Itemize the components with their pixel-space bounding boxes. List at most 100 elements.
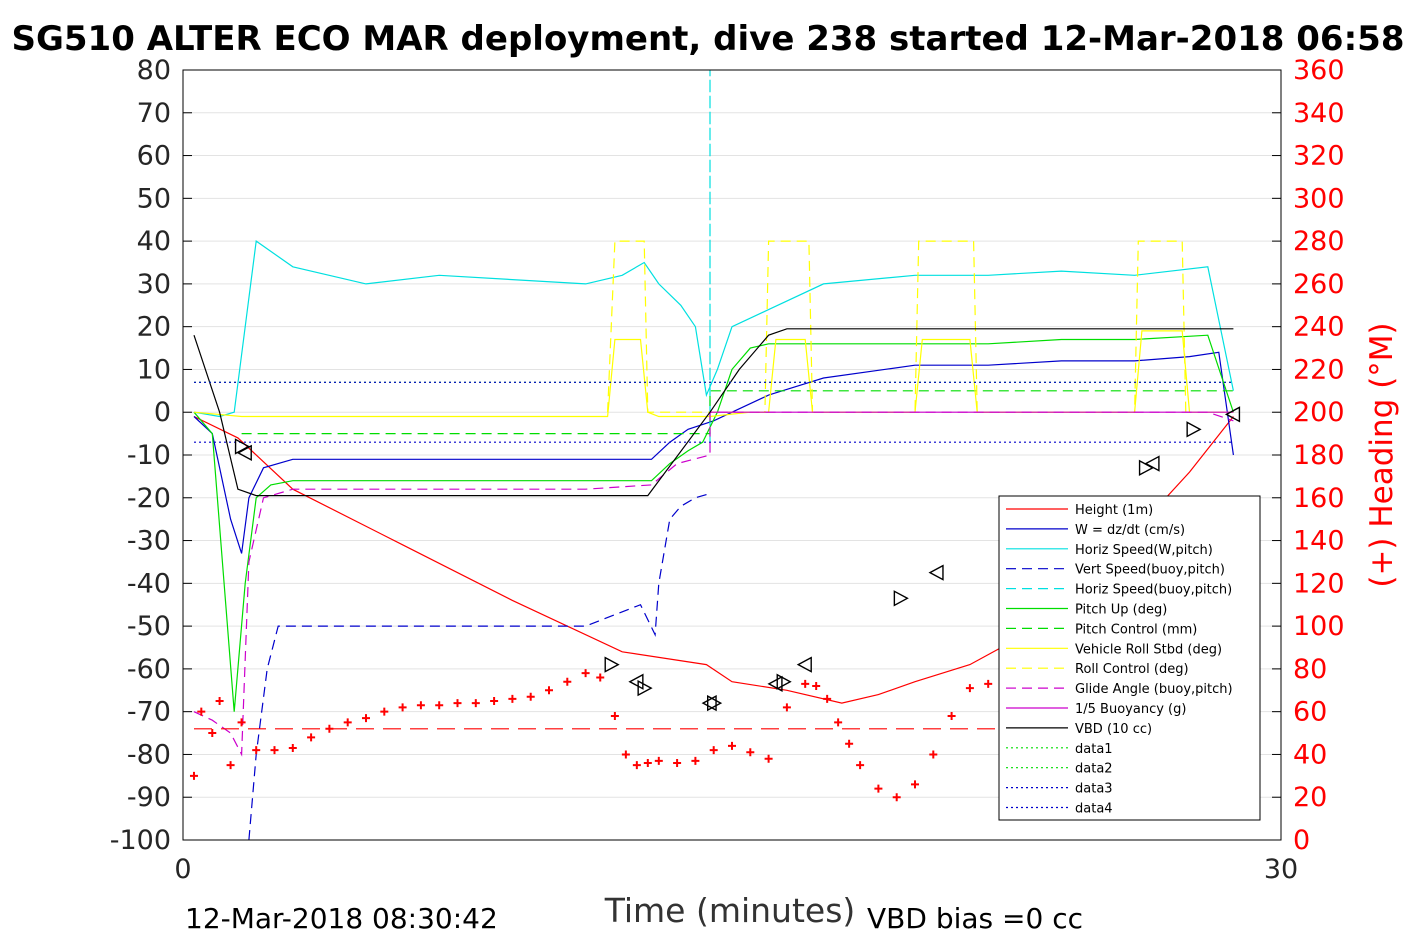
heading-point bbox=[307, 733, 316, 742]
y-left-tick-label: -80 bbox=[127, 739, 171, 770]
heading-point bbox=[610, 711, 619, 720]
heading-point bbox=[288, 744, 297, 753]
y-right-tick-label: 0 bbox=[1293, 825, 1310, 856]
heading-point bbox=[471, 699, 480, 708]
y-right-tick-label: 80 bbox=[1293, 654, 1327, 685]
x-tick-label: 0 bbox=[174, 854, 191, 885]
y-right-tick-label: 280 bbox=[1293, 226, 1345, 257]
heading-point bbox=[226, 761, 235, 770]
x-axis: 0 30 bbox=[174, 854, 1298, 885]
y-axis-right: 3603403203002802602402202001801601401201… bbox=[1272, 55, 1345, 856]
y-left-tick-label: 20 bbox=[137, 312, 171, 343]
heading-point bbox=[208, 729, 217, 738]
triangle-marker bbox=[236, 444, 252, 462]
triangle-marker bbox=[628, 673, 644, 690]
heading-point bbox=[545, 686, 553, 695]
triangle-marker bbox=[637, 679, 653, 697]
heading-point bbox=[834, 718, 843, 727]
triangle-marker bbox=[893, 590, 909, 607]
legend-label: Height (1m) bbox=[1075, 503, 1153, 518]
y-right-tick-label: 360 bbox=[1293, 55, 1345, 86]
legend-label: data2 bbox=[1075, 762, 1113, 777]
x-tick-label: 30 bbox=[1264, 854, 1298, 885]
heading-point bbox=[563, 677, 572, 686]
heading-point bbox=[845, 739, 854, 748]
y-left-tick-label: 80 bbox=[137, 55, 171, 86]
y-left-tick-label: -40 bbox=[127, 568, 171, 599]
y-left-tick-label: 70 bbox=[137, 98, 171, 129]
y-right-tick-label: 260 bbox=[1293, 269, 1345, 300]
triangle-marker bbox=[767, 675, 783, 693]
heading-point bbox=[189, 771, 198, 780]
y-left-tick-label: 60 bbox=[137, 141, 171, 172]
heading-point bbox=[215, 696, 224, 705]
triangle-marker bbox=[1224, 406, 1241, 423]
heading-point bbox=[801, 679, 810, 688]
y-left-tick-label: -70 bbox=[127, 697, 171, 728]
triangle-marker bbox=[796, 656, 812, 673]
heading-point bbox=[764, 754, 773, 763]
y-left-tick-label: 40 bbox=[137, 226, 171, 257]
y-right-tick-label: 240 bbox=[1293, 312, 1345, 343]
y-right-tick-label: 160 bbox=[1293, 483, 1345, 514]
triangle-marker bbox=[1186, 421, 1202, 438]
legend-label: data3 bbox=[1075, 782, 1113, 797]
heading-point bbox=[929, 750, 938, 759]
legend-box bbox=[998, 495, 1261, 821]
heading-point bbox=[343, 718, 352, 727]
y-right-tick-label: 40 bbox=[1293, 739, 1327, 770]
y-right-tick-label: 200 bbox=[1293, 397, 1345, 428]
series-line bbox=[193, 240, 1234, 418]
legend-label: Roll Control (deg) bbox=[1075, 662, 1189, 677]
heading-point bbox=[643, 759, 652, 767]
legend-label: VBD (10 cc) bbox=[1075, 722, 1152, 737]
y-right-tick-label: 300 bbox=[1293, 183, 1345, 214]
heading-point bbox=[508, 694, 517, 703]
y-left-tick-label: -10 bbox=[127, 440, 171, 471]
heading-point bbox=[270, 746, 279, 755]
series-line bbox=[248, 492, 711, 841]
heading-point bbox=[746, 748, 755, 757]
triangle-marker bbox=[928, 564, 944, 581]
series-line bbox=[241, 390, 1234, 435]
heading-point bbox=[526, 692, 535, 701]
heading-point bbox=[812, 682, 821, 690]
triangle-markers bbox=[234, 406, 1241, 712]
legend-label: data4 bbox=[1075, 802, 1113, 817]
y-right-tick-label: 320 bbox=[1293, 141, 1345, 172]
heading-point bbox=[596, 673, 605, 682]
series-layer bbox=[193, 70, 1234, 841]
triangle-marker bbox=[604, 656, 620, 673]
triangle-marker bbox=[707, 694, 723, 712]
legend-label: Glide Angle (buoy,pitch) bbox=[1075, 682, 1233, 697]
y-right-tick-label: 220 bbox=[1293, 354, 1345, 385]
legend-label: Pitch Up (deg) bbox=[1075, 603, 1167, 618]
legend-label: Vert Speed(buoy,pitch) bbox=[1075, 563, 1225, 578]
heading-point bbox=[911, 780, 919, 789]
legend-label: Vehicle Roll Stbd (deg) bbox=[1075, 642, 1222, 657]
heading-point bbox=[362, 714, 370, 723]
y-left-tick-label: -60 bbox=[127, 654, 171, 685]
triangle-marker bbox=[234, 438, 251, 455]
triangle-marker bbox=[701, 694, 717, 712]
footer-timestamp: 12-Mar-2018 08:30:42 bbox=[185, 902, 498, 935]
heading-point bbox=[984, 679, 993, 688]
y-left-tick-label: 10 bbox=[137, 354, 171, 385]
legend-label: Pitch Control (mm) bbox=[1075, 622, 1197, 637]
legend-label: Horiz Speed(buoy,pitch) bbox=[1075, 583, 1232, 598]
heading-point bbox=[782, 703, 791, 712]
series-line bbox=[193, 328, 1234, 497]
legend-label: W = dz/dt (cm/s) bbox=[1075, 523, 1185, 538]
legend-label: 1/5 Buoyancy (g) bbox=[1075, 702, 1186, 717]
heading-point bbox=[856, 761, 865, 770]
heading-point bbox=[673, 759, 682, 767]
heading-point bbox=[380, 707, 389, 716]
heading-point bbox=[728, 741, 736, 750]
heading-point bbox=[947, 711, 956, 720]
heading-point bbox=[691, 756, 700, 765]
heading-point bbox=[654, 756, 663, 765]
heading-point bbox=[709, 746, 718, 755]
heading-point bbox=[398, 703, 407, 712]
legend-label: Horiz Speed(W,pitch) bbox=[1075, 543, 1213, 558]
y-right-tick-label: 100 bbox=[1293, 611, 1345, 642]
